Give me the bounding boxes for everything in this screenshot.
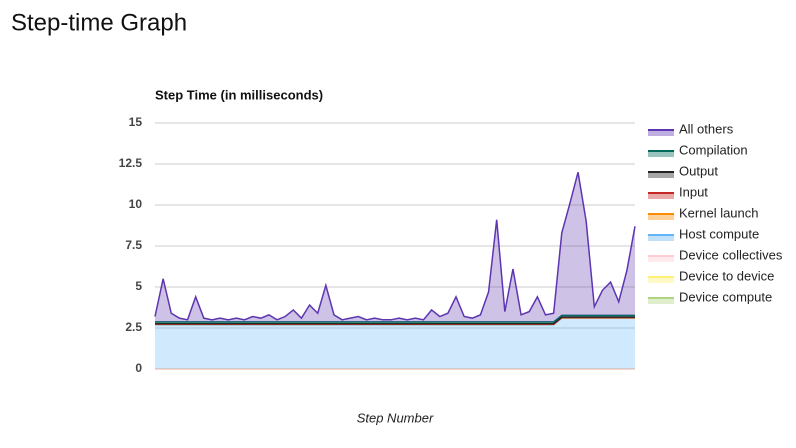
area [155,318,635,369]
area-line [155,316,635,325]
x-axis-label: Step Number [357,410,434,425]
legend-label: Device compute [679,289,772,304]
legend-swatch [648,235,674,241]
y-tick-label: 0 [135,361,142,375]
y-tick-label: 10 [129,197,143,211]
y-tick-label: 2.5 [125,320,142,334]
legend-swatch [648,193,674,199]
legend-label: Compilation [679,142,748,157]
y-tick-label: 5 [135,279,142,293]
legend-label: Host compute [679,226,759,241]
legend-swatch [648,214,674,220]
legend-swatch [648,151,674,157]
legend-swatch [648,130,674,136]
legend-swatch [648,256,674,262]
area [155,172,635,322]
area-line [154,172,636,321]
y-tick-label: 15 [129,115,143,129]
legend-label: Kernel launch [679,205,759,220]
legend-swatch [648,298,674,304]
y-tick-label: 12.5 [119,156,143,170]
legend-label: All others [679,121,734,136]
legend-label: Device collectives [679,247,783,262]
legend-label: Output [679,163,718,178]
legend-swatch [648,277,674,283]
page-title: Step-time Graph [11,9,187,36]
chart-title: Step Time (in milliseconds) [155,87,323,102]
area-line [155,314,635,323]
legend-swatch [648,172,674,178]
y-tick-label: 7.5 [125,238,142,252]
legend-label: Input [679,184,708,199]
legend-label: Device to device [679,268,774,283]
